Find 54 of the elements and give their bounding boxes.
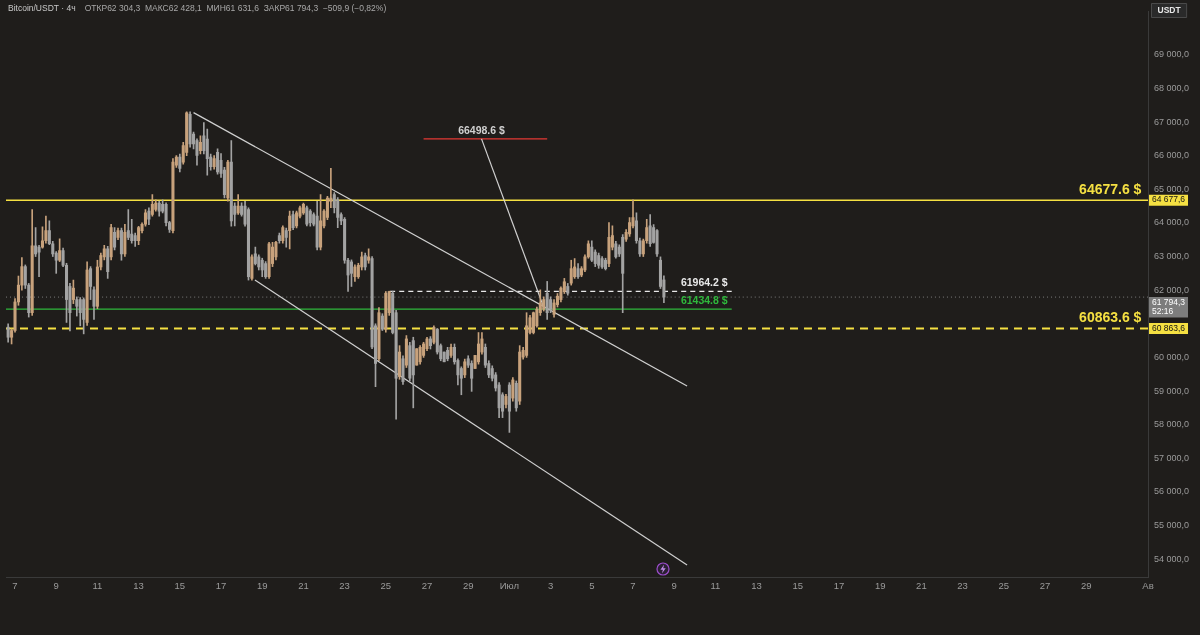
x-tick-label: 7 bbox=[12, 580, 18, 592]
y-tick-label: 66 000,0 bbox=[1154, 150, 1190, 161]
x-tick-label: 21 bbox=[916, 580, 927, 592]
x-tick-label: 13 bbox=[133, 580, 144, 592]
x-tick-label: 3 bbox=[547, 580, 554, 592]
annotation: 61964.2 $ bbox=[680, 276, 728, 289]
annotation: 60863.6 $ bbox=[1079, 309, 1142, 326]
annotation: 64677.6 $ bbox=[1079, 180, 1142, 197]
x-tick-label: 17 bbox=[215, 580, 227, 592]
y-tick-label: 55 000,0 bbox=[1154, 520, 1190, 531]
chart-subtitle: ОТКР62 304,3 МАКС62 428,1 МИН61 631,6 ЗАКР61 794,3 −509,9 (−0,82%) bbox=[84, 3, 387, 14]
x-tick-label: 27 bbox=[421, 580, 433, 592]
y-tick-label: 56 000,0 bbox=[1154, 486, 1190, 497]
y-tick-label: 54 000,0 bbox=[1154, 553, 1190, 564]
x-tick-label: 11 bbox=[710, 580, 721, 592]
x-tick-label: 25 bbox=[380, 580, 392, 592]
y-tick-label: 60 000,0 bbox=[1154, 351, 1190, 362]
ref-line-label: 61 794,3 52:16 bbox=[1152, 296, 1186, 317]
y-tick-label: 59 000,0 bbox=[1154, 385, 1190, 396]
x-tick-label: 17 bbox=[833, 580, 845, 592]
x-tick-label: 13 bbox=[751, 580, 762, 592]
x-tick-label: 21 bbox=[298, 580, 309, 592]
annotation: 61434.8 $ bbox=[680, 293, 728, 306]
ref-line-label: 60 863,6 bbox=[1152, 322, 1186, 333]
x-tick-label: 25 bbox=[998, 580, 1010, 592]
x-tick-label: 5 bbox=[589, 580, 595, 592]
x-tick-label: 23 bbox=[957, 580, 968, 592]
x-tick-label: 9 bbox=[53, 580, 59, 592]
x-tick-label: 19 bbox=[256, 580, 268, 592]
x-tick-label: 11 bbox=[92, 580, 103, 592]
y-tick-label: 68 000,0 bbox=[1154, 82, 1190, 93]
y-tick-label: 69 000,0 bbox=[1154, 49, 1190, 60]
y-tick-label: 67 000,0 bbox=[1154, 116, 1190, 127]
y-axis-title: USDT bbox=[1157, 4, 1182, 15]
x-tick-label: 15 bbox=[174, 580, 186, 592]
y-tick-label: 64 000,0 bbox=[1154, 217, 1190, 228]
x-tick-label: 7 bbox=[630, 580, 636, 592]
x-tick-label: 19 bbox=[874, 580, 886, 592]
ref-line-label: 64 677,6 bbox=[1152, 194, 1186, 205]
y-tick-label: 63 000,0 bbox=[1154, 251, 1190, 262]
x-tick-label: Июл bbox=[499, 580, 520, 592]
y-tick-label: 58 000,0 bbox=[1154, 419, 1190, 430]
chart-title: Bitcoin/USDT · 4ч bbox=[8, 3, 76, 14]
y-tick-label: 57 000,0 bbox=[1154, 452, 1190, 463]
x-tick-label: Ав bbox=[1142, 580, 1154, 592]
x-tick-label: 27 bbox=[1039, 580, 1051, 592]
x-tick-label: 9 bbox=[671, 580, 677, 592]
y-tick-label: 65 000,0 bbox=[1154, 183, 1190, 194]
y-tick-label: 62 000,0 bbox=[1154, 284, 1190, 295]
x-tick-label: 23 bbox=[339, 580, 350, 592]
x-tick-label: 29 bbox=[462, 580, 474, 592]
x-tick-label: 15 bbox=[792, 580, 804, 592]
annotation: 66498.6 $ bbox=[458, 123, 506, 136]
x-tick-label: 29 bbox=[1080, 580, 1092, 592]
